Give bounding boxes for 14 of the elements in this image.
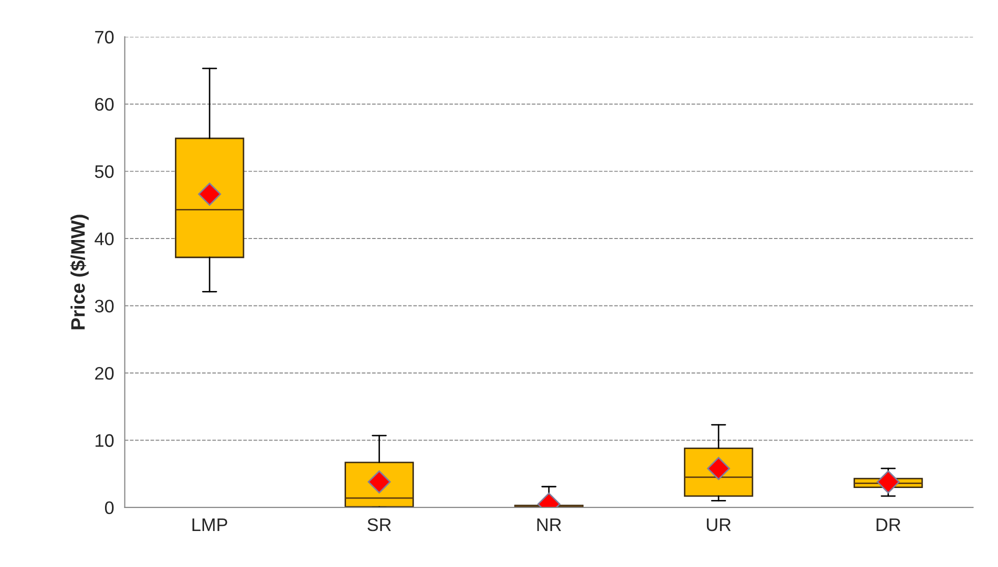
x-tick-label: DR [876,518,900,531]
x-tick-label: NR [537,518,562,531]
y-tick-label: 40 [94,232,114,246]
x-tick-label: LMP [192,518,228,531]
x-tick-label: UR [706,518,731,532]
y-tick-label: 20 [95,366,114,380]
y-tick-label: 0 [105,501,114,514]
y-tick-label: 70 [95,30,114,44]
y-tick-label: 50 [94,165,114,178]
x-tick-label: SR [368,518,391,532]
y-tick-label: 30 [94,300,114,312]
y-axis-title: Price ($/MW) [70,214,89,330]
y-tick-label: 60 [95,98,114,111]
y-tick-label: 10 [96,434,114,447]
